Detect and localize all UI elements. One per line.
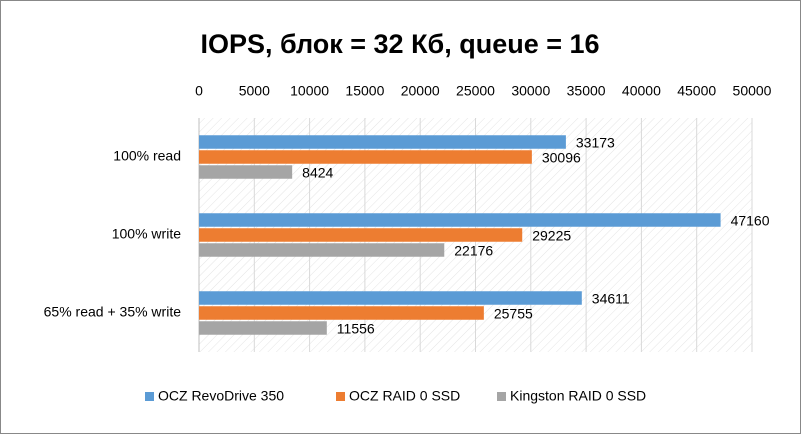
x-tick-label: 10000 — [290, 83, 329, 99]
data-label: 25755 — [494, 306, 533, 322]
y-tick-label: 65% read + 35% write — [44, 304, 182, 320]
x-tick-label: 35000 — [567, 83, 606, 99]
bar — [199, 228, 523, 242]
x-tick-label: 15000 — [345, 83, 384, 99]
legend-label: OCZ RAID 0 SSD — [349, 388, 460, 404]
legend-label: Kingston RAID 0 SSD — [510, 388, 646, 404]
data-label: 47160 — [731, 213, 770, 229]
bar — [199, 150, 532, 164]
bar — [199, 135, 566, 149]
bar — [199, 213, 721, 227]
x-tick-label: 5000 — [239, 83, 270, 99]
y-tick-label: 100% read — [113, 148, 181, 164]
chart-title: IOPS, блок = 32 Кб, queue = 16 — [200, 29, 599, 59]
bar — [199, 165, 293, 179]
bar — [199, 321, 327, 335]
data-label: 8424 — [302, 165, 333, 181]
legend-label: OCZ RevoDrive 350 — [158, 388, 284, 404]
x-tick-label: 0 — [195, 83, 203, 99]
x-tick-label: 30000 — [511, 83, 550, 99]
x-tick-label: 45000 — [677, 83, 716, 99]
data-label: 33173 — [576, 135, 615, 151]
data-label: 22176 — [454, 243, 493, 259]
x-tick-label: 25000 — [456, 83, 495, 99]
data-label: 34611 — [592, 291, 630, 307]
data-label: 11556 — [337, 321, 375, 337]
y-tick-label: 100% write — [112, 226, 181, 242]
legend-swatch — [145, 392, 154, 401]
legend-swatch — [336, 392, 345, 401]
x-tick-label: 40000 — [622, 83, 661, 99]
bar — [199, 291, 582, 305]
data-label: 29225 — [532, 228, 571, 244]
data-label: 30096 — [542, 150, 581, 166]
x-tick-label: 20000 — [401, 83, 440, 99]
x-tick-label: 50000 — [733, 83, 772, 99]
legend-swatch — [497, 392, 506, 401]
bar — [199, 306, 484, 320]
bar — [199, 243, 445, 257]
